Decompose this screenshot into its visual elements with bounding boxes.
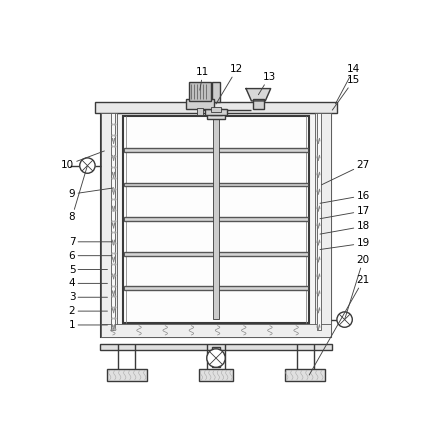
Bar <box>101 113 117 337</box>
Bar <box>210 109 222 115</box>
Text: 2: 2 <box>69 306 108 316</box>
Bar <box>315 113 331 337</box>
Bar <box>111 113 115 330</box>
Polygon shape <box>246 89 271 101</box>
Bar <box>95 102 337 113</box>
Bar <box>124 252 308 256</box>
Bar <box>101 113 331 337</box>
Text: 5: 5 <box>69 264 108 275</box>
Bar <box>189 82 211 101</box>
Bar <box>124 183 308 187</box>
Text: 27: 27 <box>321 160 370 185</box>
Bar <box>101 324 331 337</box>
Bar <box>197 108 203 115</box>
Bar <box>108 369 147 381</box>
Text: 11: 11 <box>196 67 210 90</box>
Text: 19: 19 <box>320 238 370 249</box>
Circle shape <box>207 349 225 367</box>
Bar <box>205 109 227 115</box>
Circle shape <box>80 158 95 173</box>
Bar <box>124 148 308 152</box>
Bar <box>211 107 221 112</box>
Text: 10: 10 <box>61 151 105 170</box>
Bar <box>207 112 225 119</box>
Text: 3: 3 <box>69 292 108 302</box>
Text: 7: 7 <box>69 237 112 247</box>
Bar <box>199 369 233 381</box>
Bar <box>317 113 321 330</box>
Bar <box>124 287 308 290</box>
Bar <box>213 119 219 319</box>
Text: 9: 9 <box>69 188 114 199</box>
Bar <box>124 217 308 221</box>
Text: 12: 12 <box>216 64 243 104</box>
Bar <box>212 82 220 102</box>
Text: 17: 17 <box>320 206 370 219</box>
Text: 21: 21 <box>309 275 370 375</box>
Text: 4: 4 <box>69 278 108 288</box>
Bar <box>186 99 214 109</box>
Text: 1: 1 <box>69 320 108 330</box>
Text: 20: 20 <box>345 255 370 319</box>
Circle shape <box>337 312 353 327</box>
Bar <box>100 344 332 350</box>
Text: 16: 16 <box>320 190 370 203</box>
Text: 15: 15 <box>332 75 360 110</box>
Text: 8: 8 <box>69 166 87 222</box>
Text: 13: 13 <box>258 72 276 95</box>
Bar <box>212 347 220 367</box>
Bar <box>285 369 324 381</box>
Text: 6: 6 <box>69 251 112 260</box>
Bar <box>253 99 264 109</box>
Text: 14: 14 <box>335 64 360 104</box>
Bar <box>123 117 309 323</box>
Text: 18: 18 <box>320 222 370 234</box>
